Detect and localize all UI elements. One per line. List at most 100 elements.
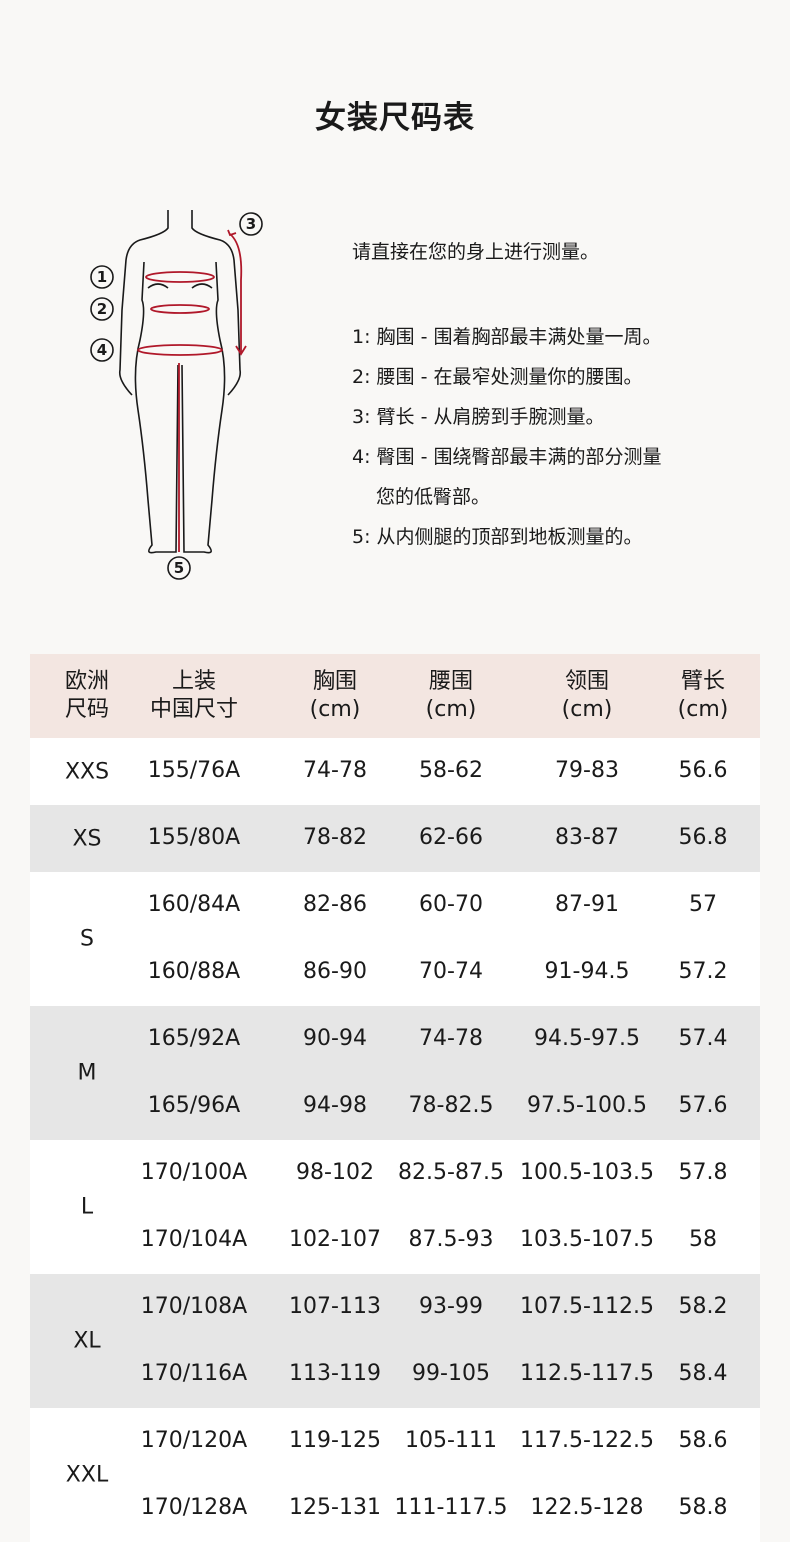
neck-cell: 103.5-107.5	[520, 1227, 654, 1252]
bust-cell: 102-107	[289, 1227, 381, 1252]
waist-cell: 93-99	[419, 1294, 483, 1319]
arm-length-cell: 57	[689, 892, 717, 917]
bust-cell: 98-102	[296, 1160, 374, 1185]
eu-size: S	[80, 926, 94, 952]
cn-size-cell: 170/120A	[140, 1428, 248, 1453]
label-1-icon: 1	[90, 265, 114, 289]
eu-size: XS	[72, 826, 102, 851]
cn-size-cell: 155/76A	[147, 758, 241, 783]
table-row: 170/100A 98-102 82.5-87.5 100.5-103.5 57.8	[30, 1140, 760, 1207]
size-group: XL 170/108A 107-113 93-99 107.5-112.5 58.2 170…	[30, 1274, 760, 1408]
size-group: L 170/100A 98-102 82.5-87.5 100.5-103.5 57.8 1…	[30, 1140, 760, 1274]
header-neck: 领围 (cm)	[561, 669, 613, 722]
waist-cell: 58-62	[419, 758, 483, 783]
waist-cell: 70-74	[419, 959, 483, 984]
cn-size-cell: 170/128A	[140, 1495, 248, 1520]
neck-cell: 87-91	[555, 892, 619, 917]
arm-length-cell: 57.2	[678, 959, 728, 984]
arm-length-cell: 58.4	[678, 1361, 728, 1386]
eu-size: XXS	[64, 759, 110, 784]
table-row: 160/84A 82-86 60-70 87-91 57	[30, 872, 760, 939]
arm-length-cell: 58.6	[678, 1428, 728, 1453]
bust-cell: 119-125	[289, 1428, 381, 1453]
neck-cell: 122.5-128	[530, 1495, 644, 1520]
cn-size-cell: 155/80A	[147, 825, 241, 850]
measure-intro: 请直接在您的身上进行测量。	[352, 241, 600, 263]
instruction-4: 4: 臀围 - 围绕臀部最丰满的部分测量	[352, 446, 662, 468]
size-group: M 165/92A 90-94 74-78 94.5-97.5 57.4 165/96A 94…	[30, 1006, 760, 1140]
waist-cell: 60-70	[419, 892, 483, 917]
size-group: S 160/84A 82-86 60-70 87-91 57 160/88A 86-90 70-…	[30, 872, 760, 1006]
header-eu-size: 欧洲 尺码	[64, 669, 109, 722]
waist-cell: 111-117.5	[394, 1495, 508, 1520]
bust-cell: 107-113	[289, 1294, 381, 1319]
waist-cell: 82.5-87.5	[398, 1160, 504, 1185]
header-waist: 腰围 (cm)	[425, 669, 477, 722]
cn-size-cell: 160/88A	[147, 959, 241, 984]
table-body: XXS 155/76A 74-78 58-62 79-83 56.6 XS 155/80A 78…	[30, 738, 760, 1542]
cn-size-cell: 165/92A	[147, 1026, 241, 1051]
arm-length-cell: 56.6	[678, 758, 728, 783]
instruction-3: 3: 臂长 - 从肩膀到手腕测量。	[352, 406, 605, 428]
size-table: 欧洲 尺码 上装 中国尺寸 胸围 (cm) 腰围 (cm) 领围 (cm) 臂长 (cm) …	[30, 654, 760, 1542]
eu-size: L	[80, 1194, 94, 1220]
page-title: 女装尺码表	[315, 100, 475, 136]
table-header: 欧洲 尺码 上装 中国尺寸 胸围 (cm) 腰围 (cm) 领围 (cm) 臂长 (cm)	[30, 654, 760, 738]
body-measurement-figure: 1 2 3 4 5	[90, 210, 263, 580]
table-row: 170/120A 119-125 105-111 117.5-122.5 58.6	[30, 1408, 760, 1475]
bust-cell: 113-119	[289, 1361, 381, 1386]
size-group: XS 155/80A 78-82 62-66 83-87 56.8	[30, 805, 760, 872]
svg-text:5: 5	[174, 559, 184, 577]
svg-text:4: 4	[97, 341, 107, 359]
neck-cell: 91-94.5	[544, 959, 630, 984]
eu-size: M	[77, 1060, 97, 1086]
cn-size-cell: 170/100A	[140, 1160, 248, 1185]
instruction-4-cont: 您的低臀部。	[376, 486, 491, 508]
waist-cell: 62-66	[419, 825, 483, 850]
bust-cell: 74-78	[303, 758, 367, 783]
table-row: 155/76A 74-78 58-62 79-83 56.6	[30, 738, 760, 805]
neck-cell: 94.5-97.5	[534, 1026, 640, 1051]
neck-cell: 112.5-117.5	[520, 1361, 654, 1386]
waist-cell: 78-82.5	[408, 1093, 494, 1118]
size-group: XXL 170/120A 119-125 105-111 117.5-122.5 58.6…	[30, 1408, 760, 1542]
table-row: 170/104A 102-107 87.5-93 103.5-107.5 58	[30, 1207, 760, 1274]
arm-length-cell: 57.4	[678, 1026, 728, 1051]
cn-size-cell: 170/104A	[140, 1227, 248, 1252]
cn-size-cell: 170/108A	[140, 1294, 248, 1319]
table-row: 170/116A 113-119 99-105 112.5-117.5 58.4	[30, 1341, 760, 1408]
table-row: 165/92A 90-94 74-78 94.5-97.5 57.4	[30, 1006, 760, 1073]
bust-cell: 78-82	[303, 825, 367, 850]
header-cn-size: 上装 中国尺寸	[149, 669, 238, 722]
table-row: 170/128A 125-131 111-117.5 122.5-128 58.8	[30, 1475, 760, 1542]
svg-text:3: 3	[246, 215, 256, 233]
bust-cell: 82-86	[303, 892, 367, 917]
neck-cell: 117.5-122.5	[520, 1428, 654, 1453]
label-2-icon: 2	[90, 297, 114, 321]
instruction-2: 2: 腰围 - 在最窄处测量你的腰围。	[352, 366, 643, 388]
header-bust: 胸围 (cm)	[309, 669, 361, 722]
instruction-5: 5: 从内侧腿的顶部到地板测量的。	[352, 526, 643, 548]
waist-cell: 87.5-93	[408, 1227, 494, 1252]
neck-cell: 97.5-100.5	[527, 1093, 647, 1118]
waist-cell: 99-105	[412, 1361, 490, 1386]
cn-size-cell: 170/116A	[140, 1361, 248, 1386]
arm-length-cell: 58.2	[678, 1294, 728, 1319]
waist-cell: 105-111	[405, 1428, 497, 1453]
arm-length-cell: 56.8	[678, 825, 728, 850]
eu-size: XL	[73, 1328, 101, 1354]
label-4-icon: 4	[90, 338, 114, 362]
size-group: XXS 155/76A 74-78 58-62 79-83 56.6	[30, 738, 760, 805]
waist-cell: 74-78	[419, 1026, 483, 1051]
table-row: 165/96A 94-98 78-82.5 97.5-100.5 57.6	[30, 1073, 760, 1140]
cn-size-cell: 165/96A	[147, 1093, 241, 1118]
table-row: 160/88A 86-90 70-74 91-94.5 57.2	[30, 939, 760, 1006]
instruction-1: 1: 胸围 - 围着胸部最丰满处量一周。	[352, 326, 662, 348]
neck-cell: 100.5-103.5	[520, 1160, 654, 1185]
bust-cell: 125-131	[289, 1495, 381, 1520]
table-row: 155/80A 78-82 62-66 83-87 56.8	[30, 805, 760, 872]
cn-size-cell: 160/84A	[147, 892, 241, 917]
label-3-icon: 3	[239, 212, 263, 236]
neck-cell: 83-87	[555, 825, 619, 850]
eu-size: XXL	[65, 1462, 109, 1488]
